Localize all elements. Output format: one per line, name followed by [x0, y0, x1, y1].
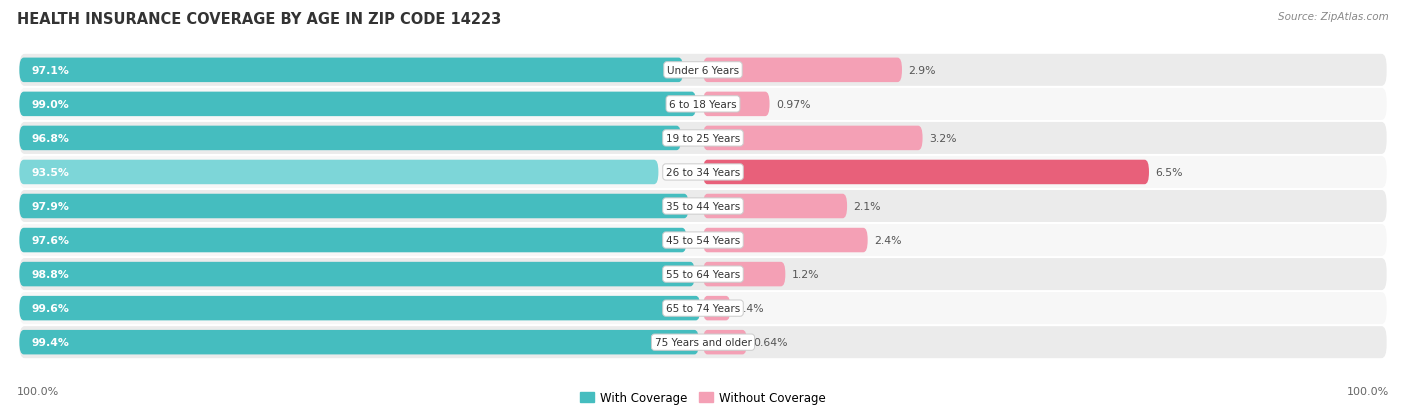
FancyBboxPatch shape	[20, 123, 1386, 154]
Text: 45 to 54 Years: 45 to 54 Years	[666, 235, 740, 245]
FancyBboxPatch shape	[20, 93, 696, 117]
Text: 6.5%: 6.5%	[1156, 168, 1182, 178]
Legend: With Coverage, Without Coverage: With Coverage, Without Coverage	[575, 386, 831, 408]
Text: 96.8%: 96.8%	[32, 133, 70, 144]
Text: 55 to 64 Years: 55 to 64 Years	[666, 269, 740, 280]
FancyBboxPatch shape	[703, 262, 786, 287]
Text: 93.5%: 93.5%	[32, 168, 70, 178]
FancyBboxPatch shape	[703, 194, 846, 219]
Text: 97.9%: 97.9%	[32, 202, 70, 211]
FancyBboxPatch shape	[20, 157, 1386, 188]
Text: 35 to 44 Years: 35 to 44 Years	[666, 202, 740, 211]
FancyBboxPatch shape	[703, 126, 922, 151]
Text: Under 6 Years: Under 6 Years	[666, 66, 740, 76]
FancyBboxPatch shape	[20, 228, 686, 253]
Text: 0.4%: 0.4%	[737, 304, 765, 313]
Text: 1.2%: 1.2%	[792, 269, 820, 280]
Text: 2.1%: 2.1%	[853, 202, 880, 211]
FancyBboxPatch shape	[20, 292, 1386, 324]
FancyBboxPatch shape	[703, 93, 769, 117]
Text: 97.6%: 97.6%	[32, 235, 70, 245]
Text: 3.2%: 3.2%	[929, 133, 956, 144]
Text: HEALTH INSURANCE COVERAGE BY AGE IN ZIP CODE 14223: HEALTH INSURANCE COVERAGE BY AGE IN ZIP …	[17, 12, 501, 27]
Text: 75 Years and older: 75 Years and older	[655, 337, 751, 347]
Text: 99.6%: 99.6%	[32, 304, 70, 313]
Text: 99.4%: 99.4%	[32, 337, 70, 347]
Text: 19 to 25 Years: 19 to 25 Years	[666, 133, 740, 144]
Text: 0.97%: 0.97%	[776, 100, 810, 109]
Text: 100.0%: 100.0%	[17, 387, 59, 396]
FancyBboxPatch shape	[703, 59, 903, 83]
FancyBboxPatch shape	[20, 59, 683, 83]
Text: 99.0%: 99.0%	[32, 100, 69, 109]
FancyBboxPatch shape	[703, 330, 747, 354]
Text: 100.0%: 100.0%	[1347, 387, 1389, 396]
FancyBboxPatch shape	[20, 55, 1386, 87]
Text: 2.9%: 2.9%	[908, 66, 936, 76]
FancyBboxPatch shape	[703, 160, 1149, 185]
FancyBboxPatch shape	[20, 259, 1386, 290]
Text: 0.64%: 0.64%	[754, 337, 787, 347]
FancyBboxPatch shape	[20, 89, 1386, 121]
Text: 6 to 18 Years: 6 to 18 Years	[669, 100, 737, 109]
Text: 65 to 74 Years: 65 to 74 Years	[666, 304, 740, 313]
FancyBboxPatch shape	[20, 326, 1386, 358]
Text: 98.8%: 98.8%	[32, 269, 69, 280]
Text: 97.1%: 97.1%	[32, 66, 70, 76]
FancyBboxPatch shape	[20, 126, 681, 151]
FancyBboxPatch shape	[20, 330, 699, 354]
FancyBboxPatch shape	[703, 228, 868, 253]
Text: Source: ZipAtlas.com: Source: ZipAtlas.com	[1278, 12, 1389, 22]
FancyBboxPatch shape	[20, 296, 700, 320]
FancyBboxPatch shape	[20, 262, 695, 287]
Text: 26 to 34 Years: 26 to 34 Years	[666, 168, 740, 178]
FancyBboxPatch shape	[20, 190, 1386, 223]
FancyBboxPatch shape	[703, 296, 731, 320]
FancyBboxPatch shape	[20, 160, 658, 185]
FancyBboxPatch shape	[20, 225, 1386, 256]
Text: 2.4%: 2.4%	[875, 235, 901, 245]
FancyBboxPatch shape	[20, 194, 689, 219]
